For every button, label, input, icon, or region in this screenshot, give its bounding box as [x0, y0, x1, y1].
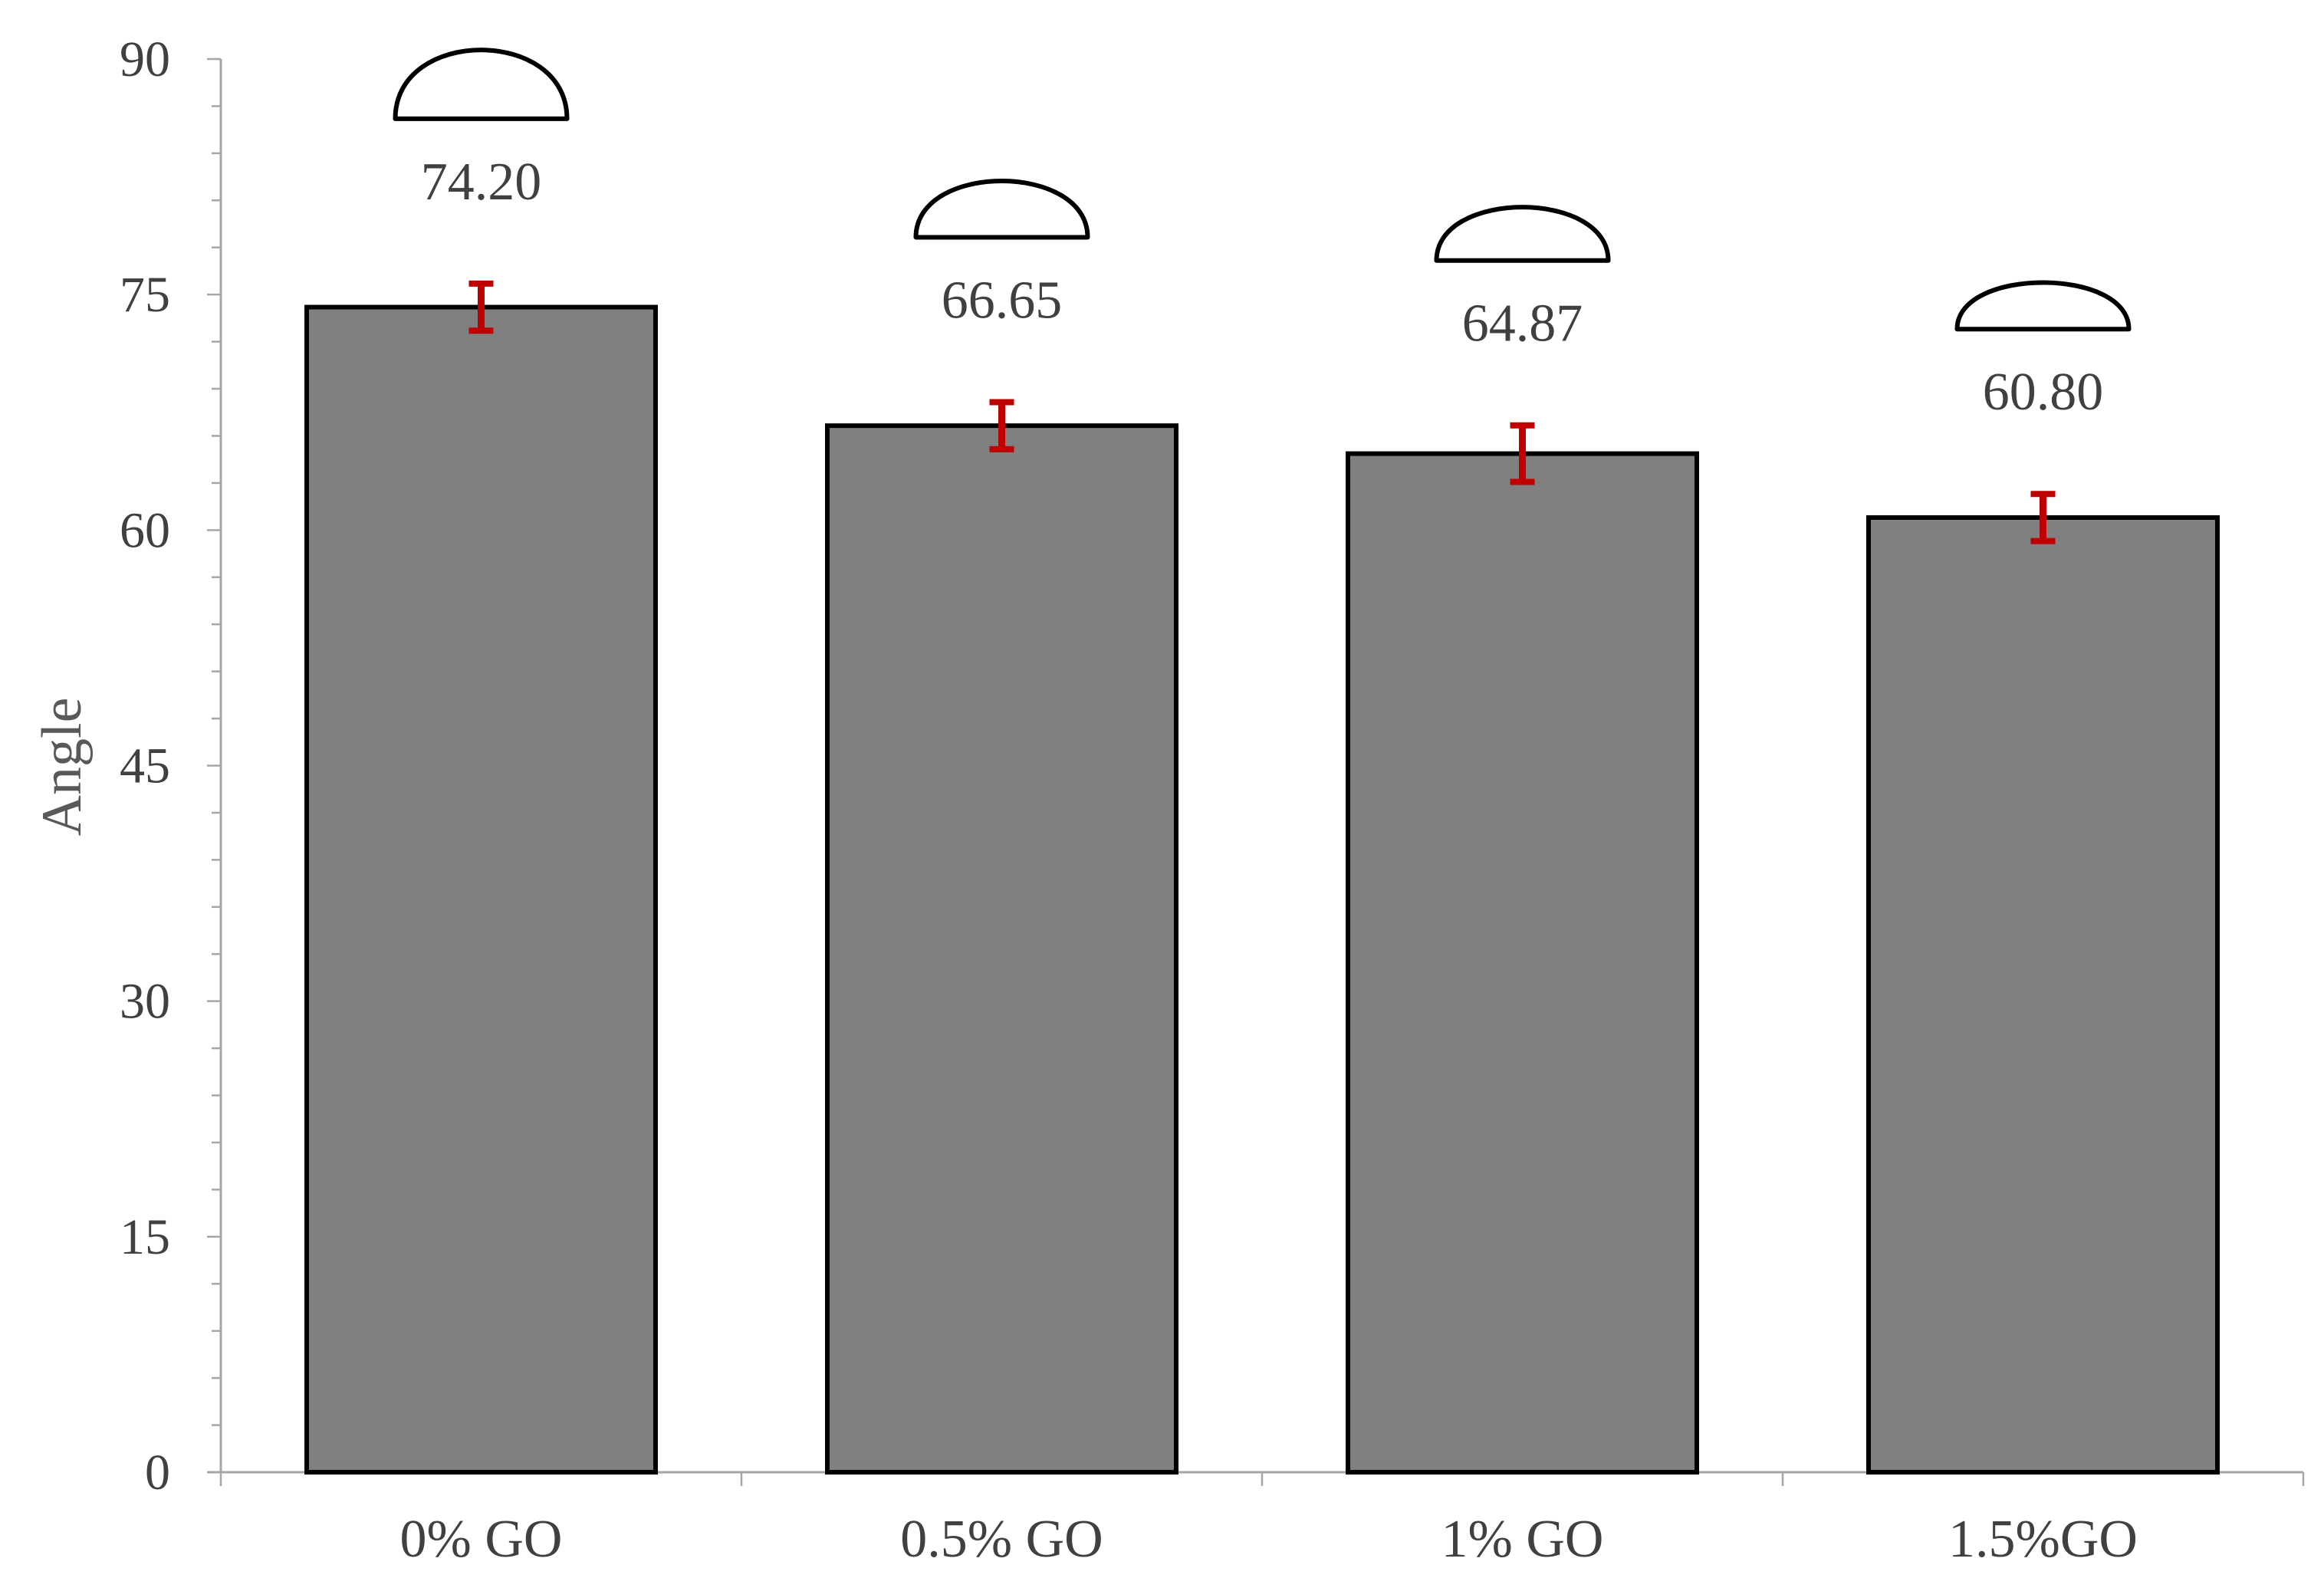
bar	[825, 423, 1178, 1475]
bar	[1866, 515, 2220, 1475]
droplet-icon	[1434, 205, 1611, 263]
y-tick-label: 45	[120, 738, 170, 794]
y-axis-title: Angle	[31, 698, 94, 837]
droplet-icon	[913, 179, 1090, 240]
droplet-icon	[1954, 280, 2132, 332]
y-tick-label: 30	[120, 974, 170, 1030]
y-tick-label: 15	[120, 1209, 170, 1265]
bars	[304, 304, 2220, 1475]
x-category-label: 0.5% GO	[900, 1510, 1103, 1569]
droplet-icons	[393, 48, 2132, 332]
y-tick-label: 90	[120, 31, 170, 87]
data-label: 60.80	[1983, 363, 2104, 422]
x-category-label: 1% GO	[1441, 1510, 1604, 1569]
x-category-label: 1.5%GO	[1948, 1510, 2138, 1569]
data-label: 74.20	[421, 153, 542, 212]
y-tick-label: 75	[120, 267, 170, 323]
y-tick-label: 0	[145, 1445, 170, 1501]
data-label: 64.87	[1462, 294, 1583, 353]
data-labels: 74.20 66.65 64.87 60.80	[421, 153, 2104, 422]
bar	[304, 304, 658, 1475]
x-category-label: 0% GO	[400, 1510, 563, 1569]
y-tick-label: 60	[120, 502, 170, 558]
droplet-icon	[393, 48, 570, 121]
error-bars	[468, 280, 2056, 544]
bar	[1346, 451, 1699, 1475]
data-label: 66.65	[942, 271, 1063, 330]
axes: 0 15 30 45 60 75 90 0% GO 0.5% GO 1% GO 1.5%GO	[120, 31, 2305, 1569]
